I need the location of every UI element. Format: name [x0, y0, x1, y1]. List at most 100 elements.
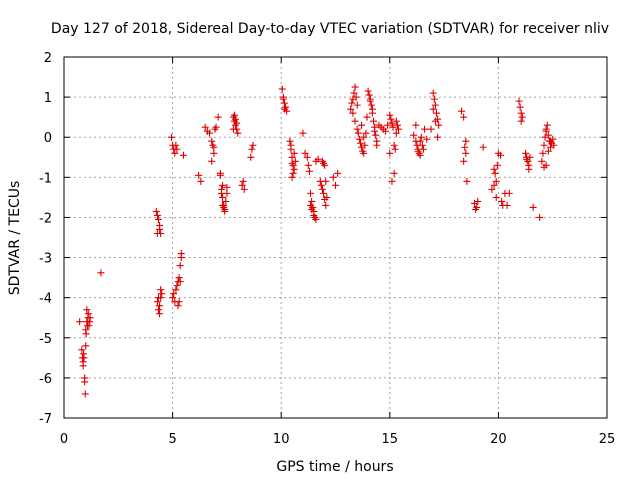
data-point — [156, 225, 164, 233]
data-point — [356, 139, 364, 147]
data-point — [515, 97, 523, 105]
data-point — [435, 121, 443, 129]
data-point — [175, 298, 183, 306]
data-point — [219, 181, 227, 189]
data-point — [153, 211, 161, 219]
data-point — [492, 193, 500, 201]
data-point — [152, 207, 160, 215]
data-point — [210, 149, 218, 157]
data-point — [417, 133, 425, 141]
data-point — [307, 201, 315, 209]
data-point — [525, 165, 533, 173]
x-tick-label: 25 — [599, 432, 616, 447]
data-point — [219, 193, 227, 201]
data-point — [317, 181, 325, 189]
data-point — [248, 145, 256, 153]
data-point — [479, 143, 487, 151]
data-point — [421, 125, 429, 133]
data-point — [82, 326, 90, 334]
data-point — [247, 153, 255, 161]
data-point — [364, 87, 372, 95]
data-point — [431, 101, 439, 109]
data-point — [195, 171, 203, 179]
data-point — [157, 294, 165, 302]
data-point — [175, 274, 183, 282]
data-point — [361, 141, 369, 149]
data-point — [168, 133, 176, 141]
data-point — [329, 173, 337, 181]
data-point — [287, 141, 295, 149]
data-point — [370, 117, 378, 125]
chart-title: Day 127 of 2018, Sidereal Day-to-day VTE… — [51, 21, 609, 37]
data-point — [197, 177, 205, 185]
data-point — [304, 161, 312, 169]
data-point — [153, 229, 161, 237]
data-point — [386, 149, 394, 157]
data-point — [322, 177, 330, 185]
data-point — [547, 137, 555, 145]
data-point — [360, 149, 368, 157]
data-point — [371, 127, 379, 135]
data-point — [388, 177, 396, 185]
data-point — [550, 141, 558, 149]
data-point — [332, 181, 339, 189]
data-point — [434, 133, 442, 141]
data-point — [418, 141, 426, 149]
data-point — [299, 129, 307, 137]
data-point — [172, 141, 180, 149]
data-point — [505, 189, 513, 197]
data-point — [278, 85, 286, 93]
data-point — [460, 113, 468, 121]
data-point — [394, 125, 402, 133]
data-point — [416, 137, 424, 145]
data-point — [432, 109, 440, 117]
data-point — [153, 298, 161, 306]
data-point — [503, 201, 511, 209]
data-point — [372, 131, 380, 139]
data-point — [490, 181, 498, 189]
data-point — [334, 169, 342, 177]
data-point — [174, 302, 182, 310]
data-point — [423, 135, 431, 143]
data-point — [206, 129, 214, 137]
data-point — [158, 290, 166, 298]
data-point — [82, 342, 90, 350]
y-tick-label: -4 — [39, 292, 52, 307]
x-axis-label: GPS time / hours — [276, 459, 393, 475]
data-point — [310, 211, 318, 219]
data-point — [536, 213, 544, 221]
data-point — [216, 171, 224, 179]
data-point — [240, 185, 248, 193]
data-point — [208, 157, 216, 165]
data-point — [419, 145, 427, 153]
data-point — [517, 117, 525, 125]
y-tick-label: 0 — [44, 131, 52, 146]
data-point — [177, 250, 185, 258]
data-point — [474, 197, 482, 205]
data-point — [223, 183, 231, 191]
data-point — [358, 121, 366, 129]
data-point — [457, 107, 465, 115]
data-point — [412, 121, 420, 129]
y-tick-label: -3 — [39, 252, 52, 267]
data-point — [461, 143, 469, 151]
data-point — [355, 135, 363, 143]
data-point — [363, 113, 371, 121]
grid-lines — [64, 57, 607, 418]
x-tick-label: 0 — [60, 432, 68, 447]
data-point — [392, 129, 400, 137]
data-point — [238, 181, 246, 189]
y-axis-tick-labels: -7 -6 -5 -4 -3 -2 -1 0 1 2 — [39, 51, 52, 427]
data-point — [366, 97, 374, 105]
data-point — [410, 131, 418, 139]
data-point — [540, 163, 548, 171]
data-point — [80, 354, 88, 362]
data-point — [318, 185, 326, 193]
x-tick-label: 15 — [382, 432, 399, 447]
data-point — [386, 111, 394, 119]
data-point — [249, 141, 257, 149]
data-point — [392, 117, 400, 125]
data-point — [84, 310, 92, 318]
data-point — [540, 141, 548, 149]
data-point — [429, 89, 437, 97]
